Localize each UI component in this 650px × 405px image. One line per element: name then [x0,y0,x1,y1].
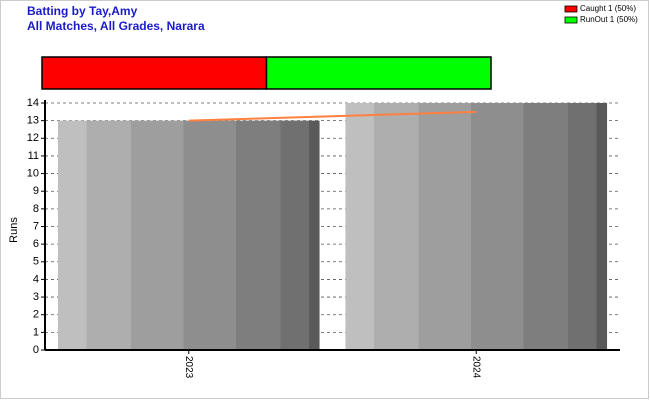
dismissal-segment [41,56,268,90]
y-tick-label: 10 [27,167,39,179]
y-tick-label: 11 [28,150,39,162]
y-tick-label: 1 [33,326,39,338]
y-tick-label: 2 [33,309,39,321]
y-tick-label: 8 [33,203,39,215]
chart-title: Batting by Tay,Amy [27,4,138,18]
y-tick-label: 5 [33,256,39,268]
legend-label: RunOut 1 (50%) [580,15,638,24]
legend-label: Caught 1 (50%) [580,4,636,13]
bar [57,120,320,351]
y-tick-label: 3 [33,291,39,303]
y-tick-label: 6 [33,238,39,250]
dismissal-segment [265,56,492,90]
legend-swatch [564,16,578,24]
y-tick-label: 13 [27,115,39,127]
x-tick-label: 2024 [471,356,482,379]
bar [345,103,608,350]
y-tick-label: 9 [33,185,39,197]
y-tick-label: 12 [27,132,39,144]
trend-line [188,110,477,122]
y-tick-label: 14 [27,97,39,109]
chart-subtitle: All Matches, All Grades, Narara [27,19,205,33]
y-tick-label: 7 [33,220,39,232]
x-tick-label: 2023 [183,356,194,379]
y-tick-label: 4 [33,273,39,285]
y-tick-label: 0 [33,344,39,356]
y-axis-label: Runs [8,217,20,243]
legend-swatch [564,5,578,13]
